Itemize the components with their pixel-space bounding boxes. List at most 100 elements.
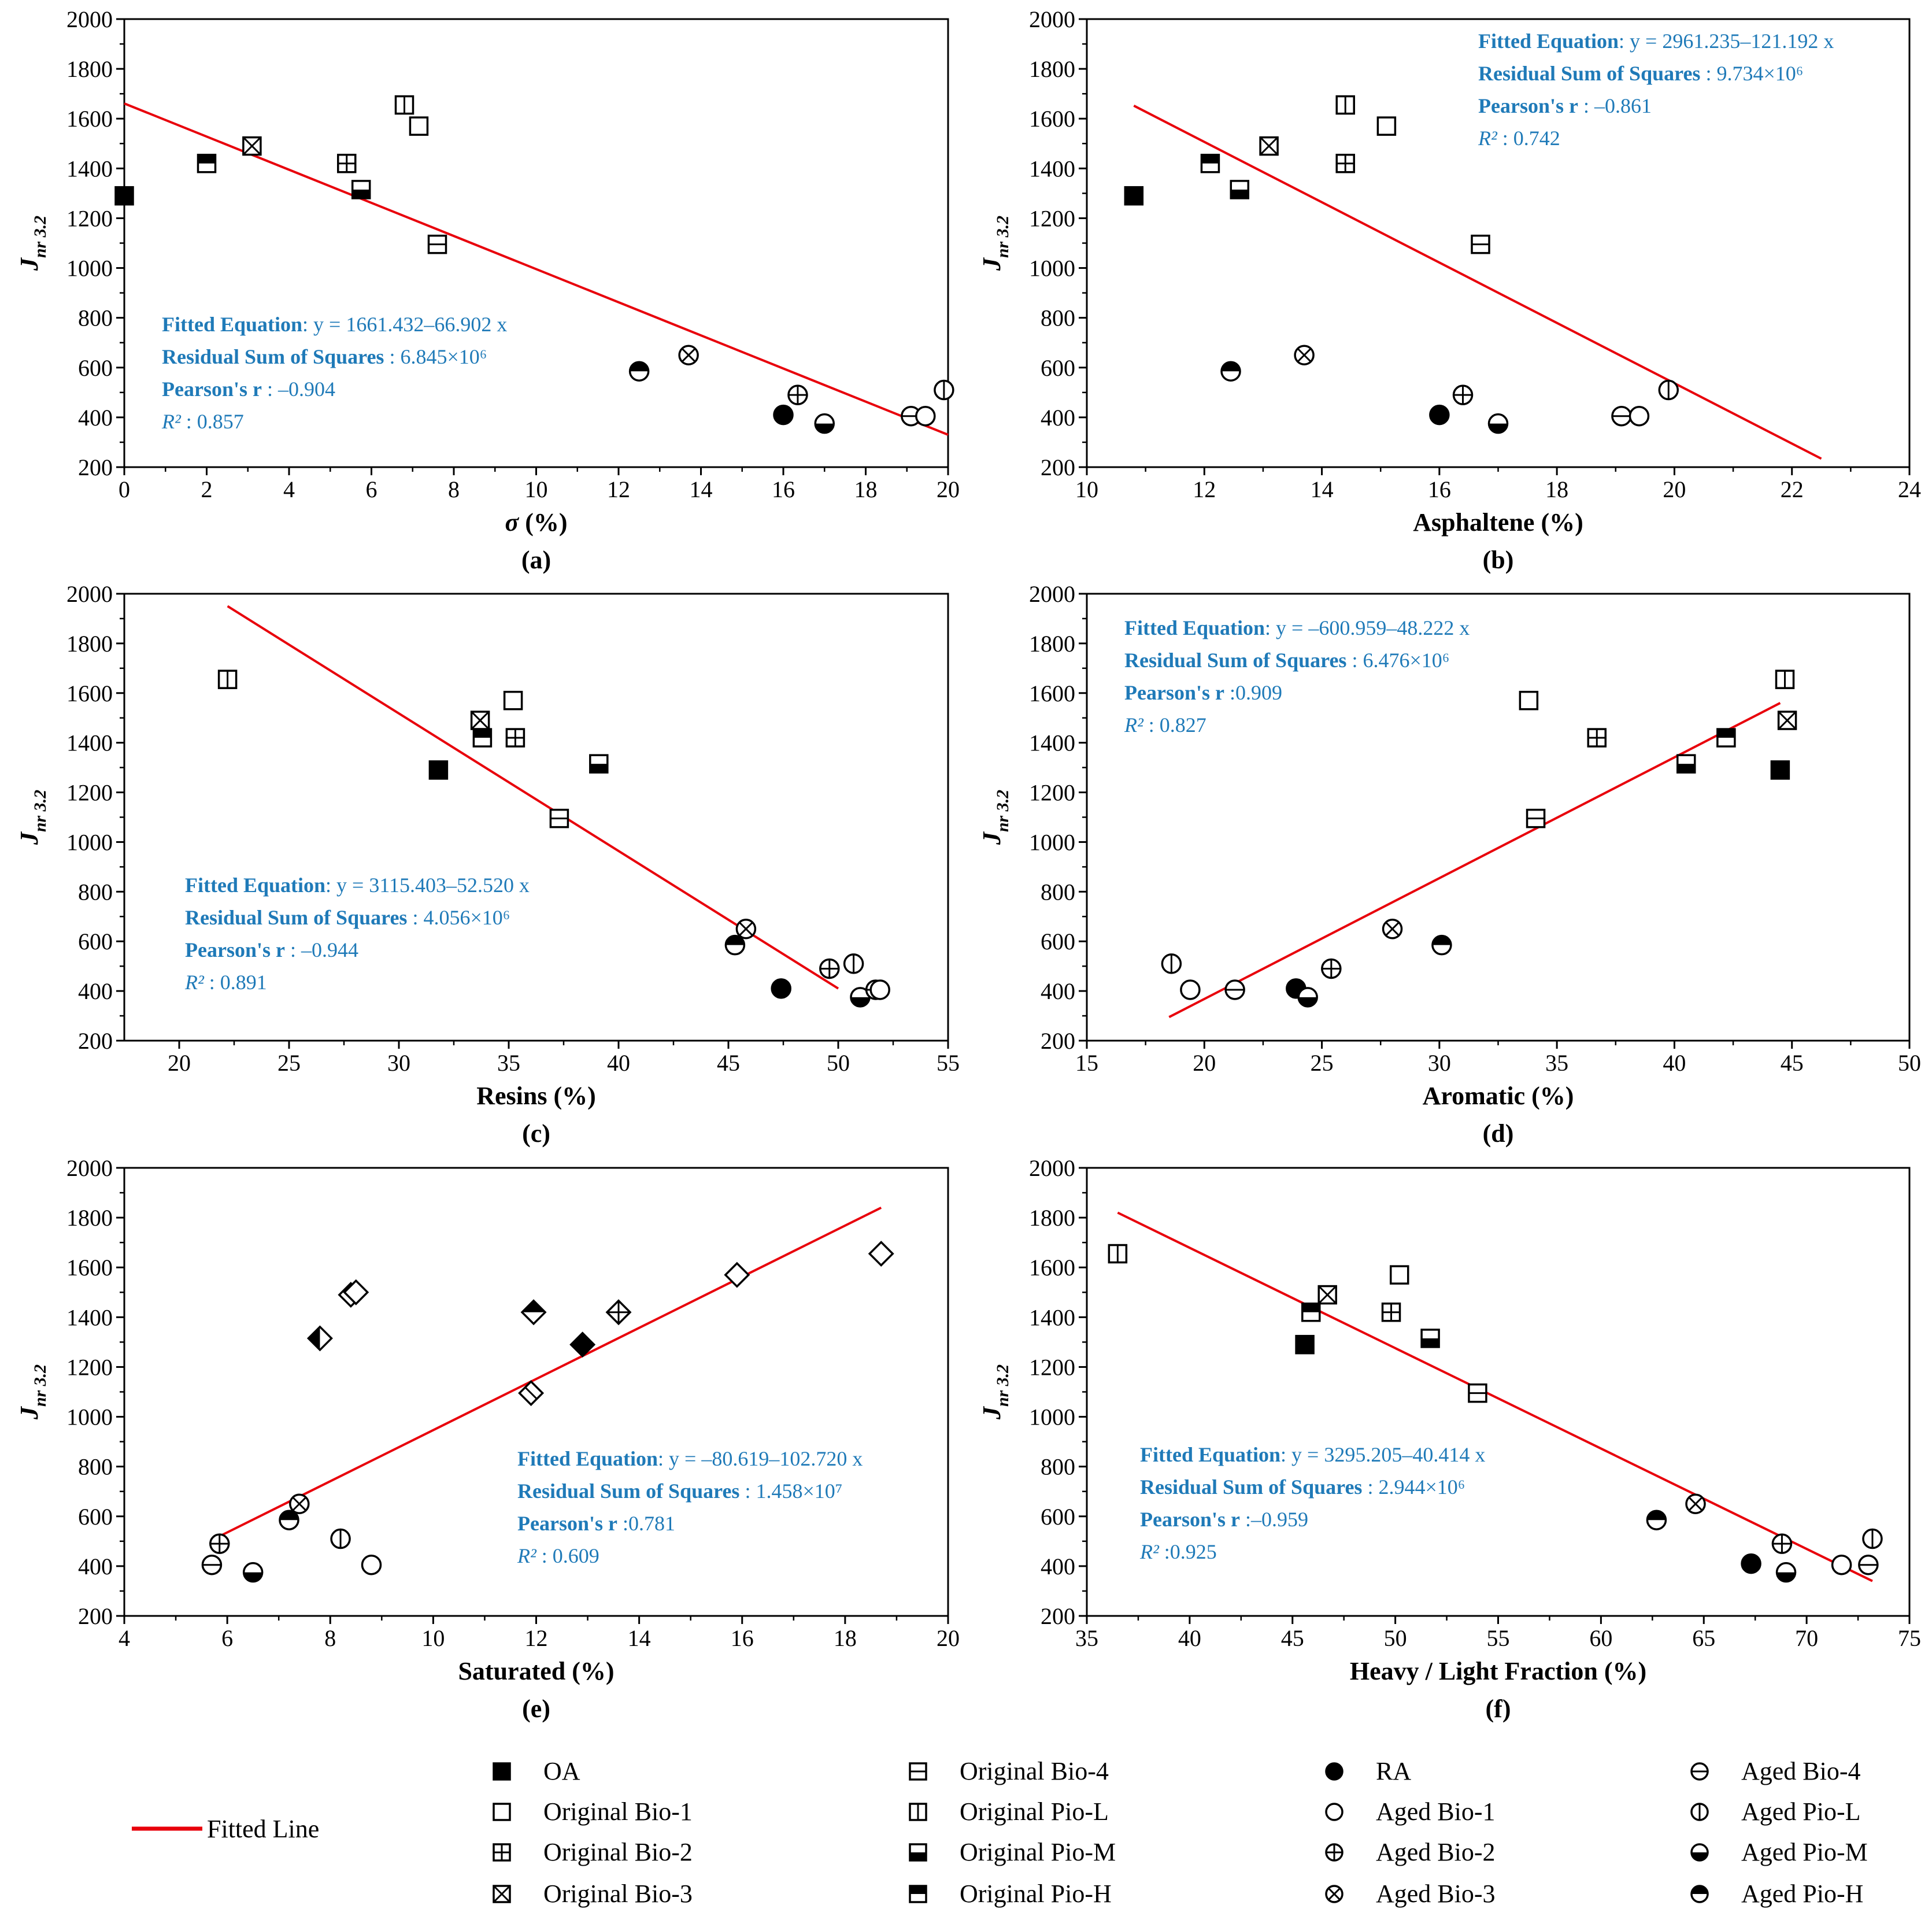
data-point-original-pio-l	[394, 95, 414, 115]
y-tick-label: 1600	[66, 680, 113, 706]
marker-shape	[428, 760, 449, 780]
y-axis-label-sub: nr 3.2	[993, 216, 1012, 258]
legend-label: Aged Bio-2	[1376, 1838, 1496, 1866]
equation-value: : –0.904	[262, 378, 335, 401]
data-point-aged-pio-l	[1862, 1528, 1883, 1549]
legend-item-aged-bio-4: Aged Bio-4	[1690, 1757, 1861, 1785]
marker-stroke	[1688, 1496, 1703, 1511]
data-point-aged-bio-3	[1685, 1493, 1706, 1514]
marker-stroke	[524, 1386, 538, 1400]
x-tick-label: 18	[1545, 476, 1568, 502]
y-tick-label: 200	[1041, 454, 1075, 480]
equation-value: : y = 2961.235–121.192 x	[1619, 29, 1834, 53]
equation-line-2: Residual Sum of Squares : 6.845×10⁶	[162, 345, 487, 368]
chart-panel-c: 200 400 600 800 1000 1200 1400 1600 1800 2000 20 25…	[15, 581, 960, 1148]
x-tick-label: 4	[119, 1625, 130, 1651]
equation-key: R²	[517, 1544, 537, 1567]
equation-line-2: Residual Sum of Squares : 4.056×10⁶	[185, 906, 510, 929]
equation-key: Fitted Equation	[1140, 1443, 1280, 1466]
x-axis-label-symbol: σ	[505, 508, 519, 537]
y-tick-label: 1600	[66, 106, 113, 132]
marker-fill	[726, 935, 745, 945]
y-tick-label: 1000	[66, 256, 113, 282]
x-tick-label: 15	[1075, 1050, 1098, 1076]
data-point-original-pio-m	[1230, 180, 1250, 199]
marker-fill	[590, 764, 608, 773]
marker-fill	[1647, 1511, 1666, 1521]
data-point-aged-bio-1	[869, 979, 890, 1000]
y-axis-label: Jnr 3.2	[15, 1364, 50, 1420]
data-point-original-pio-l	[1775, 669, 1795, 689]
data-point-aged-bio-1	[1831, 1554, 1852, 1575]
legend-label: Original Bio-3	[543, 1880, 693, 1908]
data-point-aged-pio-m	[1487, 413, 1509, 434]
y-tick-label: 600	[1041, 928, 1075, 955]
data-point-original-bio-1	[503, 690, 523, 711]
x-tick-label: 4	[283, 476, 295, 502]
data-point-original-bio-3	[242, 136, 262, 156]
legend-marker-fill	[910, 1886, 926, 1894]
equation-line-2: Residual Sum of Squares : 2.944×10⁶	[1140, 1475, 1465, 1499]
data-point-aged-pio-l	[1658, 379, 1679, 401]
marker-stroke	[292, 1496, 307, 1511]
data-point-oa	[1295, 1334, 1315, 1355]
equation-key: Residual Sum of Squares	[162, 345, 384, 368]
x-tick-label: 18	[834, 1625, 857, 1651]
data-point-original-bio-4	[1471, 234, 1490, 254]
equation-line-3: Pearson's r : –0.944	[185, 938, 358, 961]
equation-value: : 4.056×10⁶	[407, 906, 510, 929]
equation-value: : 6.845×10⁶	[384, 345, 487, 368]
chart-panel-b: 200 400 600 800 1000 1200 1400 1600 1800 2000 10 12…	[978, 6, 1921, 574]
x-tick-label: 24	[1898, 476, 1921, 502]
y-tick-label: 1000	[1029, 829, 1075, 855]
x-tick-label: 35	[1545, 1050, 1568, 1076]
equation-key: Residual Sum of Squares	[1140, 1475, 1362, 1499]
marker-shape	[1770, 760, 1790, 780]
y-axis-label-main: J	[978, 831, 1006, 845]
equation-key: R²	[161, 410, 182, 433]
data-point-aged-bio-3	[289, 1493, 310, 1514]
data-point-original-bio-4	[518, 1380, 545, 1407]
x-tick-label: 10	[525, 476, 548, 502]
marker-shape	[343, 1279, 369, 1305]
equation-key: Fitted Equation	[1478, 29, 1619, 53]
marker-fill	[522, 1300, 546, 1312]
data-point-original-pio-l	[868, 1241, 894, 1267]
marker-shape	[1389, 1265, 1409, 1285]
marker-shape	[1295, 1334, 1315, 1355]
y-tick-label: 1400	[66, 1304, 113, 1330]
data-point-ra	[1429, 404, 1450, 426]
legend: Fitted Line OA Original Bio-1 Original Bio-…	[132, 1757, 1868, 1908]
marker-shape	[773, 404, 794, 426]
data-point-aged-bio-2	[819, 958, 840, 979]
legend-item-aged-pio-m: Aged Pio-M	[1690, 1838, 1868, 1866]
data-point-aged-pio-m	[1775, 1562, 1797, 1583]
y-tick-label: 1200	[66, 205, 113, 231]
legend-fitted-line-label: Fitted Line	[207, 1815, 319, 1843]
marker-fill	[1776, 1572, 1796, 1582]
y-tick-label: 1400	[1029, 156, 1075, 182]
data-point-original-pio-m	[589, 754, 609, 774]
x-tick-label: 20	[937, 476, 960, 502]
y-axis-label-main: J	[15, 257, 43, 271]
y-axis-label-sub: nr 3.2	[993, 790, 1012, 832]
equation-line-4: R² : 0.742	[1478, 127, 1560, 150]
equation-line-4: R² : 0.857	[161, 410, 244, 433]
data-point-aged-bio-4	[201, 1554, 223, 1575]
y-tick-label: 1600	[1029, 1255, 1075, 1281]
equation-key: Fitted Equation	[517, 1447, 658, 1470]
marker-stroke	[681, 347, 696, 362]
data-point-aged-pio-l	[330, 1528, 351, 1549]
data-point-original-bio-2	[1335, 153, 1355, 173]
data-point-original-bio-4	[549, 808, 569, 828]
panel-label: (d)	[1483, 1119, 1514, 1148]
legend-label: Aged Bio-4	[1741, 1757, 1861, 1785]
x-tick-label: 25	[277, 1050, 301, 1076]
y-tick-label: 800	[1041, 879, 1075, 905]
equation-value: : 0.609	[536, 1544, 599, 1567]
y-tick-label: 600	[78, 1504, 113, 1530]
marker-stroke	[1385, 922, 1400, 937]
x-tick-label: 20	[1193, 1050, 1216, 1076]
equation-value: : –0.944	[285, 938, 358, 961]
